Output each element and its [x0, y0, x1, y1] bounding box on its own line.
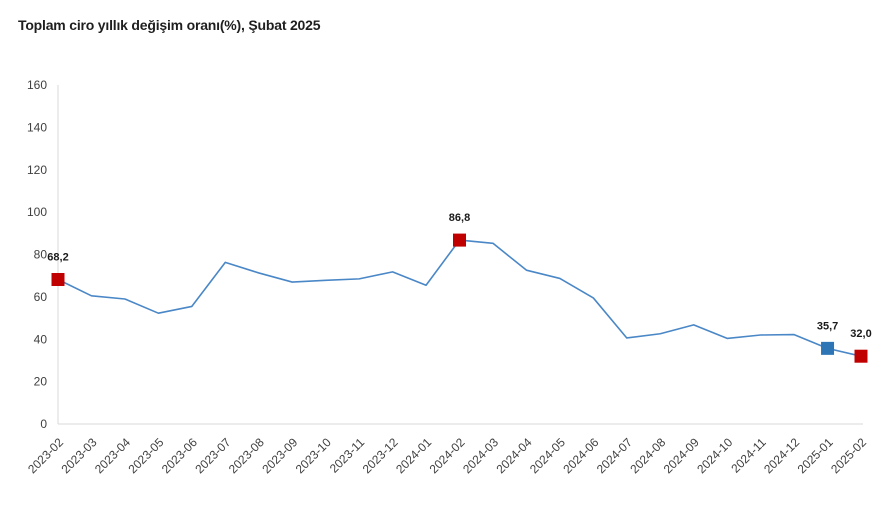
y-tick-label: 0: [40, 417, 47, 431]
data-point-label: 35,7: [817, 320, 838, 332]
x-tick-label: 2023-12: [360, 435, 401, 476]
data-marker-red: [854, 349, 868, 363]
y-tick-label: 140: [27, 120, 47, 134]
x-tick-label: 2024-08: [627, 435, 668, 476]
x-tick-label: 2024-05: [527, 435, 568, 476]
x-tick-label: 2024-03: [460, 435, 501, 476]
x-tick-label: 2024-06: [560, 435, 601, 476]
x-tick-label: 2025-01: [795, 435, 836, 476]
x-tick-label: 2024-11: [728, 435, 769, 476]
x-tick-label: 2025-02: [828, 435, 869, 476]
x-tick-label: 2024-09: [661, 435, 702, 476]
x-tick-label: 2023-11: [327, 435, 368, 476]
data-marker-red: [51, 273, 65, 287]
data-point-label: 68,2: [47, 252, 68, 264]
data-marker-red: [453, 233, 466, 247]
chart-title: Toplam ciro yıllık değişim oranı(%), Şub…: [18, 17, 321, 33]
x-tick-label: 2023-02: [25, 435, 66, 476]
y-tick-label: 160: [27, 78, 47, 92]
x-tick-label: 2023-05: [125, 435, 166, 476]
x-tick-label: 2023-03: [59, 435, 100, 476]
x-tick-label: 2024-02: [427, 435, 468, 476]
x-tick-label: 2023-07: [192, 435, 233, 476]
x-tick-label: 2024-12: [761, 435, 802, 476]
x-tick-label: 2024-04: [493, 435, 534, 476]
data-point-label: 86,8: [449, 212, 470, 224]
y-tick-label: 80: [34, 248, 48, 262]
data-point-label: 32,0: [850, 328, 871, 340]
x-tick-label: 2023-09: [259, 435, 300, 476]
y-tick-label: 20: [34, 375, 48, 389]
y-tick-label: 120: [27, 163, 47, 177]
x-tick-label: 2023-06: [159, 435, 200, 476]
y-tick-label: 100: [27, 205, 47, 219]
y-tick-label: 60: [34, 290, 48, 304]
x-tick-label: 2024-07: [594, 435, 635, 476]
series-line: [57, 239, 862, 357]
x-tick-label: 2023-04: [92, 435, 133, 476]
data-marker-blue: [821, 341, 835, 355]
y-tick-label: 40: [34, 332, 48, 346]
x-tick-label: 2024-10: [694, 435, 735, 476]
x-tick-label: 2024-01: [393, 435, 434, 476]
x-tick-label: 2023-10: [293, 435, 334, 476]
x-tick-label: 2023-08: [226, 435, 267, 476]
